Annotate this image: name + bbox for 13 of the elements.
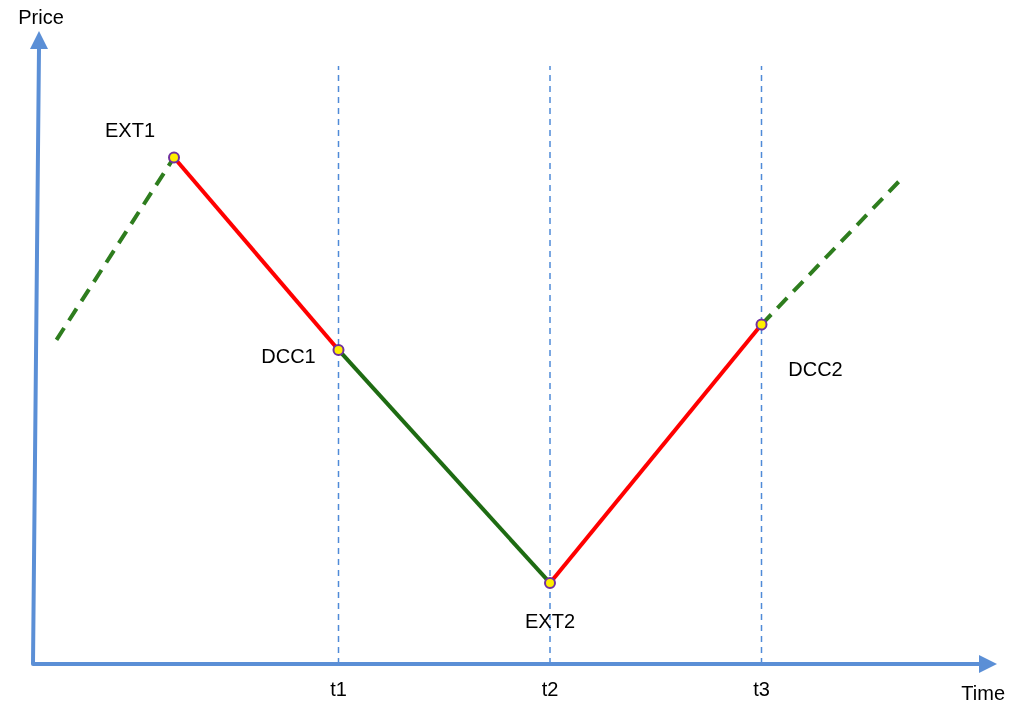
x-tick-label: t1: [330, 677, 347, 700]
point: [755, 318, 768, 331]
point: [168, 151, 180, 164]
x-tick-label: t2: [541, 677, 559, 700]
annotation: EXT2: [524, 610, 576, 633]
x-tick-label: t3: [753, 677, 770, 700]
annotation: DCC2: [788, 358, 843, 381]
text: Price: [18, 5, 64, 28]
x-axis-title: Time: [961, 682, 1005, 704]
point: [544, 576, 556, 589]
point: [332, 343, 345, 356]
annotation: DCC1: [261, 345, 316, 368]
text: EXT1: [104, 118, 156, 141]
